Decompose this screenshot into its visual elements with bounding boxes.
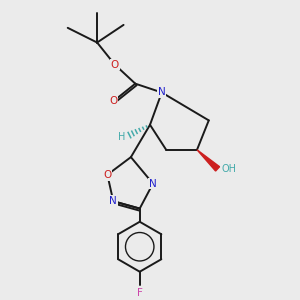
Text: N: N — [110, 196, 117, 206]
Text: OH: OH — [222, 164, 237, 174]
Text: N: N — [149, 178, 157, 189]
Text: F: F — [137, 288, 143, 298]
Polygon shape — [197, 150, 220, 171]
Text: H: H — [118, 132, 125, 142]
Text: N: N — [158, 88, 166, 98]
Text: O: O — [109, 96, 117, 106]
Text: O: O — [103, 170, 112, 180]
Text: O: O — [111, 60, 119, 70]
